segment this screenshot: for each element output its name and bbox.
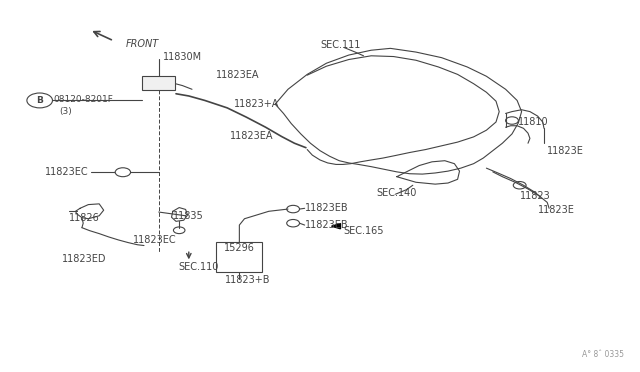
Text: 11823E: 11823E — [538, 205, 575, 215]
Polygon shape — [332, 224, 340, 229]
Text: 11826: 11826 — [69, 213, 100, 222]
Text: 11823: 11823 — [520, 191, 550, 201]
Text: SEC.140: SEC.140 — [376, 188, 417, 198]
Text: B: B — [36, 96, 43, 105]
Text: 11823EC: 11823EC — [45, 167, 88, 177]
Text: A° 8ˆ 0335: A° 8ˆ 0335 — [582, 350, 624, 359]
Circle shape — [27, 93, 52, 108]
Bar — [216, 242, 262, 272]
Text: 11823+B: 11823+B — [225, 275, 271, 285]
Text: SEC.111: SEC.111 — [320, 40, 360, 49]
Text: 11830M: 11830M — [163, 52, 202, 61]
Text: 11823EB: 11823EB — [305, 203, 348, 213]
Text: 11823EA: 11823EA — [216, 70, 259, 80]
Text: 15296: 15296 — [224, 243, 255, 253]
Text: 08120-8201F: 08120-8201F — [53, 95, 113, 104]
Text: 11810: 11810 — [518, 117, 549, 127]
Text: (3): (3) — [59, 107, 72, 116]
Text: SEC.110: SEC.110 — [178, 262, 218, 272]
Text: 11823+A: 11823+A — [234, 99, 279, 109]
Text: 11823ED: 11823ED — [62, 254, 107, 263]
Bar — [142, 76, 175, 90]
Circle shape — [115, 168, 131, 177]
Text: 11823EC: 11823EC — [132, 235, 176, 245]
Text: 11823E: 11823E — [547, 147, 584, 156]
Text: FRONT: FRONT — [126, 39, 159, 49]
Text: SEC.165: SEC.165 — [343, 227, 383, 236]
Text: 11823EA: 11823EA — [230, 131, 274, 141]
Text: 11823EB: 11823EB — [305, 220, 348, 230]
Text: 11835: 11835 — [173, 211, 204, 221]
